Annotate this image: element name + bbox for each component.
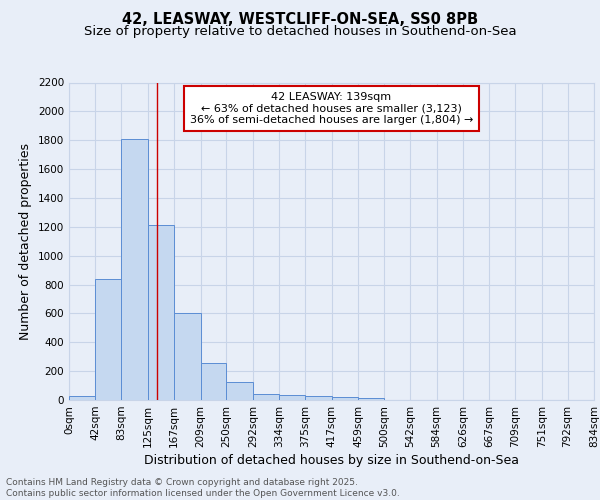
Text: 42 LEASWAY: 139sqm
← 63% of detached houses are smaller (3,123)
36% of semi-deta: 42 LEASWAY: 139sqm ← 63% of detached hou…	[190, 92, 473, 125]
Bar	[279, 395, 305, 400]
Bar	[226, 382, 253, 400]
Bar	[95, 279, 121, 400]
Bar	[253, 394, 279, 400]
Bar	[121, 139, 148, 400]
Bar	[200, 363, 226, 400]
Bar	[148, 226, 174, 400]
Text: 42, LEASWAY, WESTCLIFF-ON-SEA, SS0 8PB: 42, LEASWAY, WESTCLIFF-ON-SEA, SS0 8PB	[122, 12, 478, 28]
Y-axis label: Number of detached properties: Number of detached properties	[19, 143, 32, 340]
Bar	[69, 396, 95, 400]
Bar	[305, 396, 331, 400]
Text: Contains HM Land Registry data © Crown copyright and database right 2025.
Contai: Contains HM Land Registry data © Crown c…	[6, 478, 400, 498]
Bar	[331, 397, 358, 400]
Text: Size of property relative to detached houses in Southend-on-Sea: Size of property relative to detached ho…	[83, 25, 517, 38]
X-axis label: Distribution of detached houses by size in Southend-on-Sea: Distribution of detached houses by size …	[144, 454, 519, 467]
Bar	[174, 314, 200, 400]
Bar	[358, 398, 384, 400]
